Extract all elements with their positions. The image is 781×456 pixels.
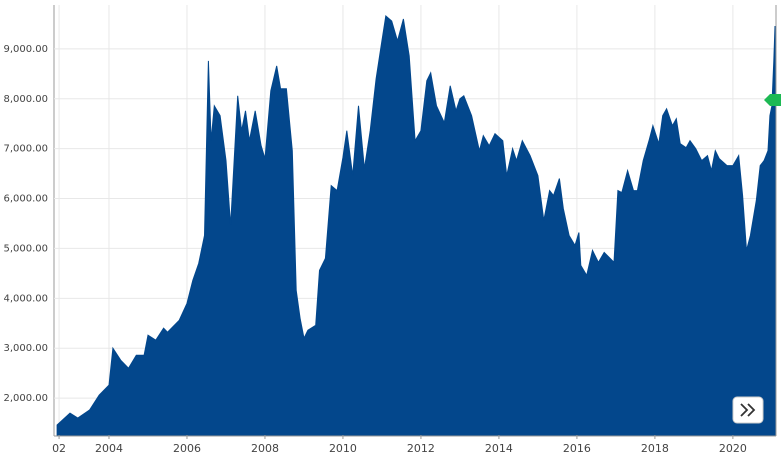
x-tick-label: 2006 — [173, 442, 201, 455]
x-tick-label: 2016 — [563, 442, 591, 455]
y-tick-label: 2,000.00 — [3, 393, 48, 404]
x-tick-label: 2010 — [329, 442, 357, 455]
x-tick-label: 2008 — [251, 442, 279, 455]
scroll-button[interactable] — [732, 396, 764, 424]
labels: 2,000.00 3,000.00 4,000.00 5,000.00 6,000.00… — [3, 44, 746, 455]
x-tick-label: 2020 — [719, 442, 747, 455]
y-tick-label: 3,000.00 — [3, 343, 48, 354]
y-tick-label: 6,000.00 — [3, 194, 48, 205]
area — [56, 15, 776, 436]
x-tick-label: 2004 — [95, 442, 123, 455]
y-tick-label: 4,000.00 — [3, 293, 48, 304]
y-tick-label: 7,000.00 — [3, 144, 48, 155]
last-value-marker — [764, 94, 781, 106]
x-tick-label: 2018 — [641, 442, 669, 455]
x-tick-label: 2012 — [407, 442, 435, 455]
x-tick-label: 2014 — [485, 442, 513, 455]
x-tick-label: 02 — [52, 442, 66, 455]
scroll-icon[interactable] — [740, 403, 756, 417]
y-tick-label: 9,000.00 — [3, 44, 48, 55]
y-tick-label: 5,000.00 — [3, 243, 48, 254]
plot — [56, 15, 776, 436]
y-tick-label: 8,000.00 — [3, 94, 48, 105]
